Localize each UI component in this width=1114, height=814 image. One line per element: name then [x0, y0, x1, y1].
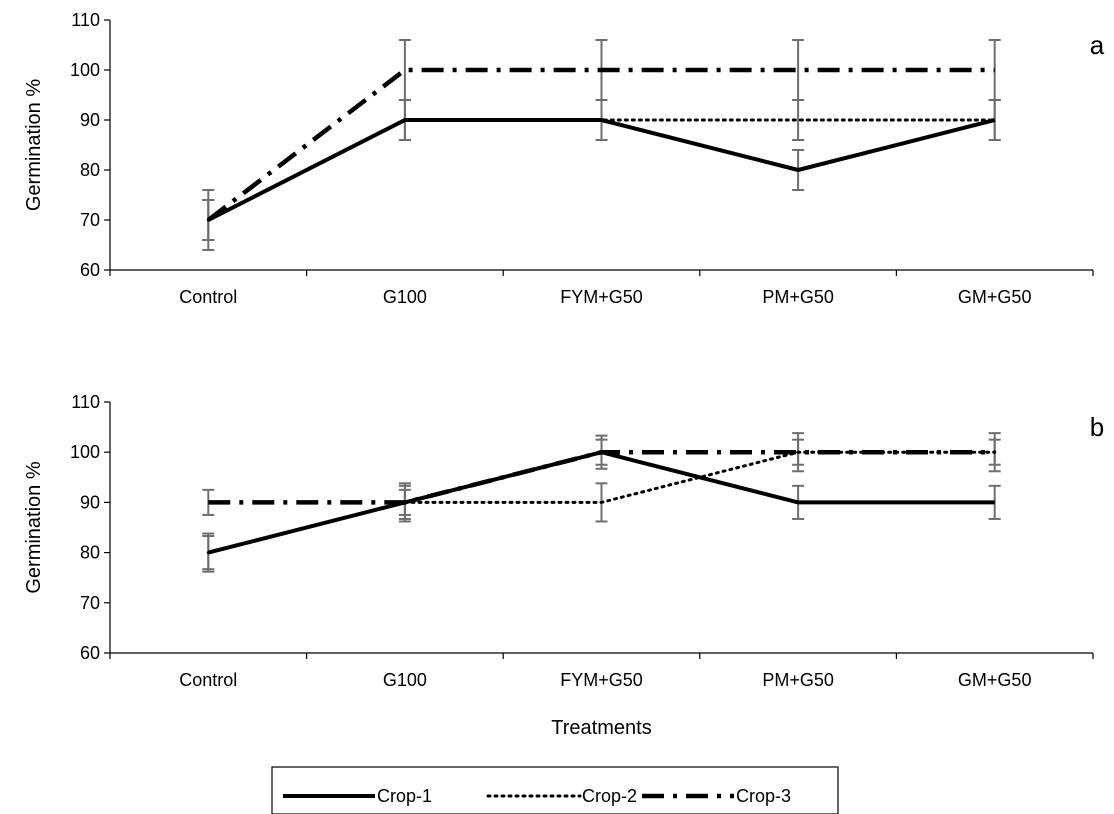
- series-line-crop-1: [207, 450, 995, 555]
- y-tick-label: 110: [71, 392, 100, 412]
- x-tick-label: GM+G50: [958, 287, 1032, 307]
- error-bar: [792, 39, 805, 101]
- x-tick-label: GM+G50: [958, 670, 1032, 690]
- series-line-crop-3: [206, 67, 995, 222]
- y-tick-label: 100: [70, 60, 100, 80]
- x-tick-label: FYM+G50: [560, 287, 643, 307]
- legend-box: [271, 766, 839, 814]
- x-tick-label: G100: [383, 287, 427, 307]
- y-axis-title: Germination %: [23, 461, 45, 593]
- x-axis-title: Treatments: [551, 717, 651, 739]
- y-tick-label: 60: [80, 260, 100, 280]
- y-tick-label: 90: [80, 492, 100, 512]
- chart-panel-a: 60 70 80 90 100 110 Control G100 FYM+G50 PM+G50 GM…: [23, 10, 1105, 307]
- x-tick-label: FYM+G50: [560, 670, 643, 690]
- x-tick-label: Control: [179, 287, 237, 307]
- legend-label: Crop-2: [582, 786, 637, 806]
- y-tick-label: 80: [80, 160, 100, 180]
- series-line-crop-1: [207, 118, 996, 222]
- y-tick-label: 70: [80, 210, 100, 230]
- y-tick-label: 70: [80, 593, 100, 613]
- panel-label: b: [1090, 412, 1104, 442]
- x-tick-label: Control: [179, 670, 237, 690]
- error-bar: [398, 39, 411, 101]
- x-tick-label: G100: [383, 670, 427, 690]
- y-axis-title: Germination %: [23, 79, 45, 211]
- legend-label: Crop-1: [377, 786, 432, 806]
- legend: Crop-1 Crop-2 Crop-3: [271, 766, 839, 814]
- x-tick-label: PM+G50: [762, 670, 834, 690]
- y-tick-label: 90: [80, 110, 100, 130]
- y-tick-label: 80: [80, 543, 100, 563]
- panel-label: a: [1090, 30, 1105, 60]
- legend-label: Crop-3: [736, 786, 791, 806]
- y-tick-label: 110: [71, 10, 100, 30]
- chart-panel-b: 60 70 80 90 100 110 Control G100 FYM+G50 PM+G50 GM…: [23, 392, 1104, 739]
- y-tick-label: 100: [70, 442, 100, 462]
- x-tick-label: PM+G50: [762, 287, 834, 307]
- y-tick-label: 60: [80, 643, 100, 663]
